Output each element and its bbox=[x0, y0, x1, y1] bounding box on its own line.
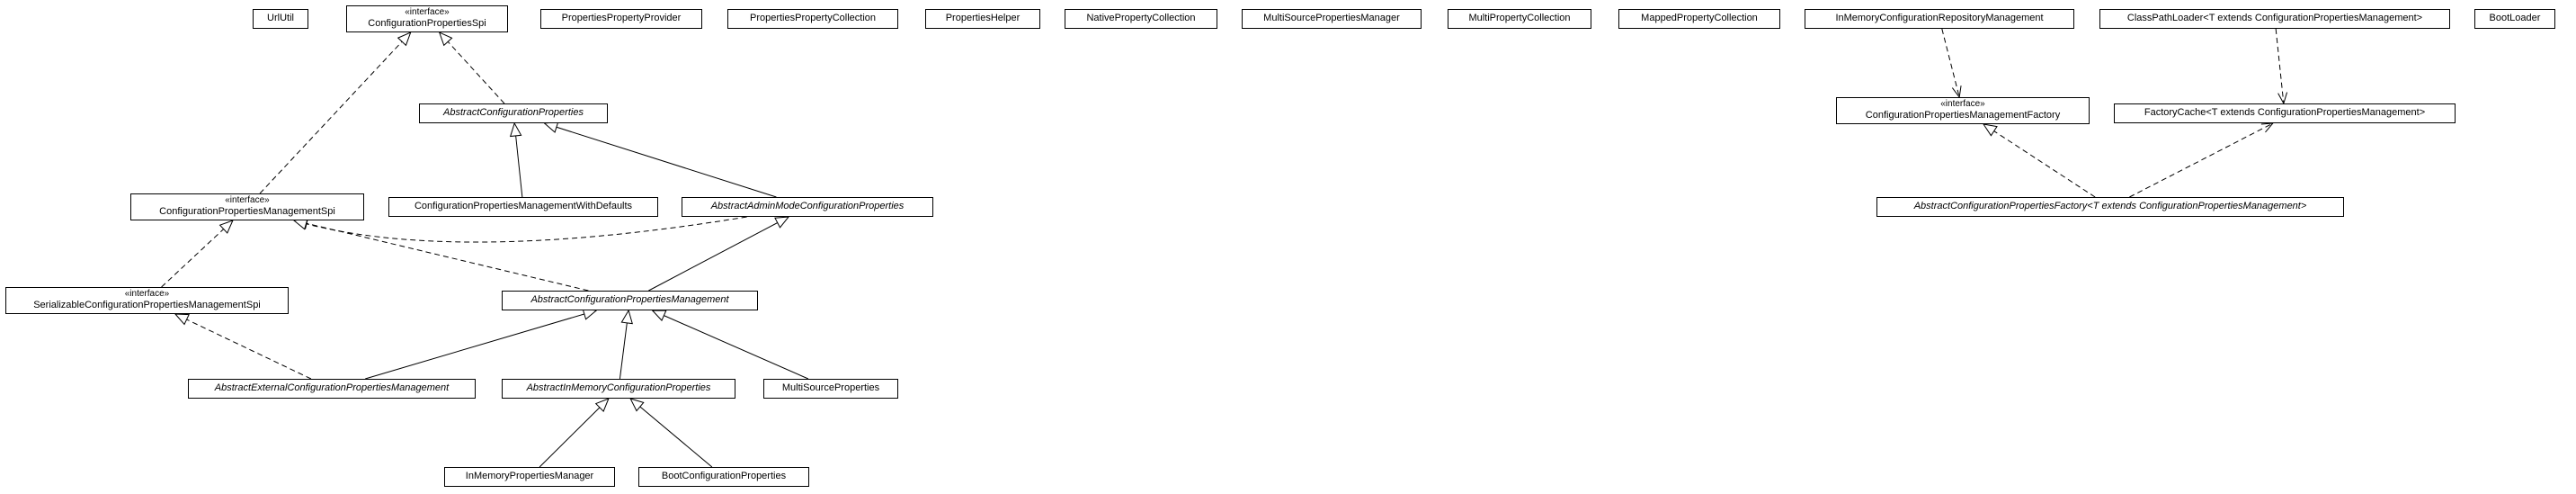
node-AbstractInMemoryConfigurationProperties: AbstractInMemoryConfigurationProperties bbox=[502, 379, 735, 399]
stereotype: «interface» bbox=[125, 289, 169, 301]
node-NativePropertyCollection: NativePropertyCollection bbox=[1065, 9, 1217, 29]
node-AbstractConfigurationProperties: AbstractConfigurationProperties bbox=[419, 103, 608, 123]
class-name: AbstractConfigurationPropertiesFactory<T… bbox=[1914, 201, 2307, 213]
node-PropertiesHelper: PropertiesHelper bbox=[925, 9, 1040, 29]
class-name: MultiPropertyCollection bbox=[1468, 13, 1570, 25]
class-name: ConfigurationPropertiesManagementSpi bbox=[159, 206, 335, 219]
class-name: BootLoader bbox=[2490, 13, 2541, 25]
node-PropertiesPropertyProvider: PropertiesPropertyProvider bbox=[540, 9, 702, 29]
node-ConfigurationPropertiesSpi: «interface»ConfigurationPropertiesSpi bbox=[346, 5, 508, 32]
class-name: ConfigurationPropertiesSpi bbox=[368, 18, 486, 31]
edge-AbstractConfigurationPropertiesFactoryT-to-ConfigurationPropertiesManagementFactory bbox=[1983, 124, 2095, 197]
class-name: AbstractConfigurationProperties bbox=[443, 107, 584, 120]
node-MultiSourceProperties: MultiSourceProperties bbox=[763, 379, 898, 399]
stereotype: «interface» bbox=[405, 7, 449, 19]
class-name: MultiSourceProperties bbox=[782, 382, 879, 395]
node-ConfigurationPropertiesManagementWithDefaults: ConfigurationPropertiesManagementWithDef… bbox=[388, 197, 658, 217]
node-FactoryCacheT: FactoryCache<T extends ConfigurationProp… bbox=[2114, 103, 2456, 123]
edge-AbstractAdminModeConfigurationProperties-to-ConfigurationPropertiesManagementSpi bbox=[294, 217, 747, 242]
edges-layer bbox=[0, 0, 2576, 494]
node-SerializableConfigurationPropertiesManagementSpi: «interface»SerializableConfigurationProp… bbox=[5, 287, 289, 314]
node-ConfigurationPropertiesManagementSpi: «interface»ConfigurationPropertiesManage… bbox=[130, 193, 364, 220]
edge-AbstractConfigurationPropertiesManagement-to-AbstractAdminModeConfigurationProperties bbox=[648, 217, 789, 291]
class-name: PropertiesPropertyCollection bbox=[750, 13, 876, 25]
class-name: AbstractConfigurationPropertiesManagemen… bbox=[530, 294, 728, 307]
edge-BootConfigurationProperties-to-AbstractInMemoryConfigurationProperties bbox=[630, 399, 712, 467]
class-name: MultiSourcePropertiesManager bbox=[1263, 13, 1400, 25]
class-name: InMemoryConfigurationRepositoryManagemen… bbox=[1835, 13, 2043, 25]
edge-ConfigurationPropertiesManagementWithDefaults-to-AbstractConfigurationProperties bbox=[514, 123, 522, 197]
node-MultiSourcePropertiesManager: MultiSourcePropertiesManager bbox=[1242, 9, 1422, 29]
edge-InMemoryPropertiesManager-to-AbstractInMemoryConfigurationProperties bbox=[539, 399, 609, 467]
node-MultiPropertyCollection: MultiPropertyCollection bbox=[1448, 9, 1591, 29]
class-name: AbstractAdminModeConfigurationProperties bbox=[711, 201, 905, 213]
class-name: ClassPathLoader<T extends ConfigurationP… bbox=[2127, 13, 2422, 25]
node-BootConfigurationProperties: BootConfigurationProperties bbox=[638, 467, 809, 487]
class-name: NativePropertyCollection bbox=[1086, 13, 1195, 25]
node-AbstractConfigurationPropertiesFactoryT: AbstractConfigurationPropertiesFactory<T… bbox=[1876, 197, 2344, 217]
class-name: ConfigurationPropertiesManagementWithDef… bbox=[414, 201, 632, 213]
node-InMemoryPropertiesManager: InMemoryPropertiesManager bbox=[444, 467, 615, 487]
class-name: MappedPropertyCollection bbox=[1641, 13, 1758, 25]
node-ClassPathLoaderT: ClassPathLoader<T extends ConfigurationP… bbox=[2099, 9, 2450, 29]
class-name: UrlUtil bbox=[267, 13, 294, 25]
edge-AbstractConfigurationPropertiesFactoryT-to-FactoryCacheT bbox=[2129, 123, 2272, 197]
node-BootLoader: BootLoader bbox=[2474, 9, 2555, 29]
class-name: ConfigurationPropertiesManagementFactory bbox=[1866, 110, 2060, 122]
class-name: InMemoryPropertiesManager bbox=[466, 471, 593, 483]
edge-AbstractInMemoryConfigurationProperties-to-AbstractConfigurationPropertiesManagement bbox=[619, 310, 628, 379]
node-MappedPropertyCollection: MappedPropertyCollection bbox=[1618, 9, 1780, 29]
edge-AbstractConfigurationProperties-to-ConfigurationPropertiesSpi bbox=[440, 32, 504, 103]
edge-ClassPathLoaderT-to-FactoryCacheT bbox=[2276, 29, 2284, 103]
class-name: FactoryCache<T extends ConfigurationProp… bbox=[2144, 107, 2425, 120]
class-name: AbstractInMemoryConfigurationProperties bbox=[527, 382, 711, 395]
node-AbstractAdminModeConfigurationProperties: AbstractAdminModeConfigurationProperties bbox=[682, 197, 933, 217]
class-name: BootConfigurationProperties bbox=[662, 471, 786, 483]
stereotype: «interface» bbox=[1940, 99, 1984, 111]
class-name: PropertiesPropertyProvider bbox=[562, 13, 682, 25]
class-name: SerializableConfigurationPropertiesManag… bbox=[33, 300, 261, 312]
edge-AbstractExternalConfigurationPropertiesManagement-to-SerializableConfigurationPropertiesManagementSpi bbox=[175, 314, 311, 379]
edge-AbstractAdminModeConfigurationProperties-to-AbstractConfigurationProperties bbox=[545, 123, 777, 197]
edge-SerializableConfigurationPropertiesManagementSpi-to-ConfigurationPropertiesManagementSpi bbox=[162, 220, 233, 287]
edge-AbstractExternalConfigurationPropertiesManagement-to-AbstractConfigurationPropertiesManagement bbox=[365, 310, 596, 379]
node-UrlUtil: UrlUtil bbox=[253, 9, 308, 29]
edge-AbstractConfigurationPropertiesManagement-to-ConfigurationPropertiesManagementSpi bbox=[294, 220, 588, 291]
class-name: AbstractExternalConfigurationPropertiesM… bbox=[215, 382, 449, 395]
node-InMemoryConfigurationRepositoryManagement: InMemoryConfigurationRepositoryManagemen… bbox=[1805, 9, 2074, 29]
edge-MultiSourceProperties-to-AbstractConfigurationPropertiesManagement bbox=[653, 310, 808, 379]
node-AbstractExternalConfigurationPropertiesManagement: AbstractExternalConfigurationPropertiesM… bbox=[188, 379, 476, 399]
node-PropertiesPropertyCollection: PropertiesPropertyCollection bbox=[727, 9, 898, 29]
uml-diagram: UrlUtil«interface»ConfigurationPropertie… bbox=[0, 0, 2576, 494]
class-name: PropertiesHelper bbox=[946, 13, 1021, 25]
edge-ConfigurationPropertiesManagementSpi-to-ConfigurationPropertiesSpi bbox=[260, 32, 411, 193]
node-AbstractConfigurationPropertiesManagement: AbstractConfigurationPropertiesManagemen… bbox=[502, 291, 758, 310]
stereotype: «interface» bbox=[225, 195, 269, 207]
node-ConfigurationPropertiesManagementFactory: «interface»ConfigurationPropertiesManage… bbox=[1836, 97, 2090, 124]
edge-InMemoryConfigurationRepositoryManagement-to-ConfigurationPropertiesManagementFactory bbox=[1942, 29, 1959, 97]
